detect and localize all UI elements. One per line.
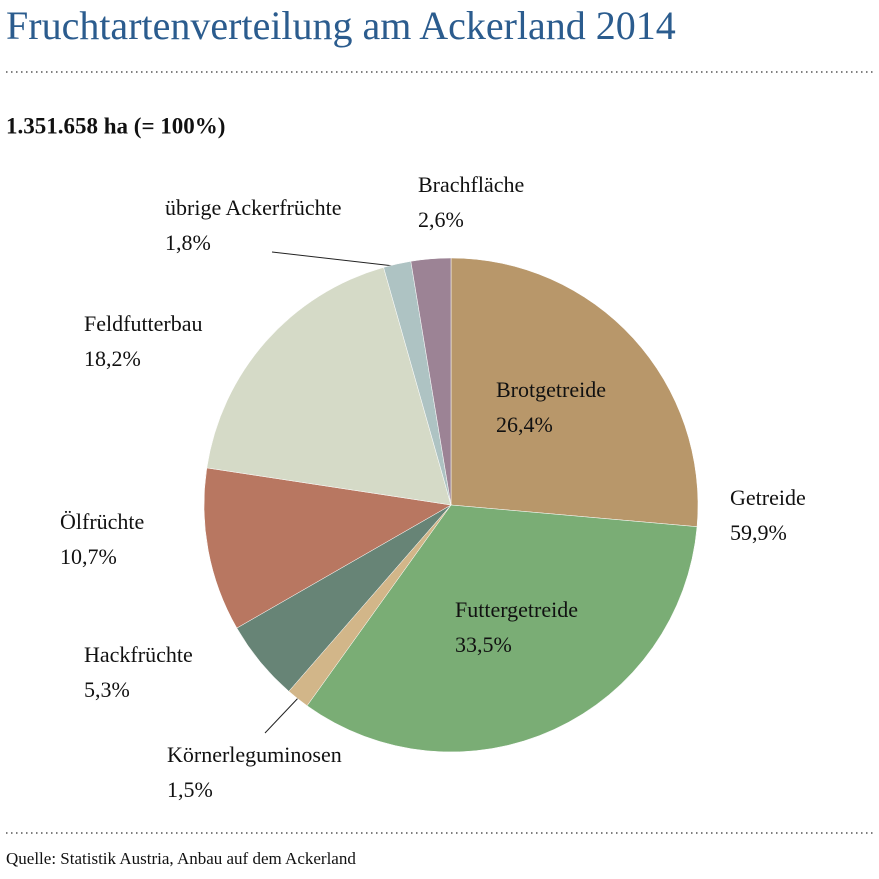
pie-slice bbox=[306, 504, 698, 753]
chart-title: Fruchtartenverteilung am Ackerland 2014 bbox=[6, 3, 676, 48]
slice-value: 10,7% bbox=[60, 544, 117, 569]
slice-label: Körnerleguminosen bbox=[167, 742, 342, 767]
slice-label: Brotgetreide bbox=[496, 377, 606, 402]
slice-value: 26,4% bbox=[496, 412, 553, 437]
pie-slice bbox=[410, 257, 452, 506]
slice-value: 33,5% bbox=[455, 632, 512, 657]
slice-label: Brachfläche bbox=[418, 172, 524, 197]
slice-value: 5,3% bbox=[84, 677, 130, 702]
leader-line bbox=[264, 695, 301, 734]
slice-label: Futtergetreide bbox=[455, 597, 578, 622]
pie-slice bbox=[203, 467, 452, 629]
pie-slice bbox=[206, 267, 452, 506]
group-value: 59,9% bbox=[730, 520, 787, 545]
slice-value: 1,8% bbox=[165, 230, 211, 255]
subtitle: 1.351.658 ha (= 100%) bbox=[6, 113, 225, 138]
group-label: Getreide bbox=[730, 485, 806, 510]
slice-value: 18,2% bbox=[84, 346, 141, 371]
slice-label: übrige Ackerfrüchte bbox=[165, 195, 342, 220]
source: Quelle: Statistik Austria, Anbau auf dem… bbox=[6, 849, 356, 868]
slice-label: Ölfrüchte bbox=[60, 509, 144, 534]
slice-value: 2,6% bbox=[418, 207, 464, 232]
leader-line bbox=[271, 251, 395, 267]
slice-value: 1,5% bbox=[167, 777, 213, 802]
slice-label: Hackfrüchte bbox=[84, 642, 193, 667]
slice-label: Feldfutterbau bbox=[84, 311, 203, 336]
pie-slice bbox=[450, 257, 699, 527]
